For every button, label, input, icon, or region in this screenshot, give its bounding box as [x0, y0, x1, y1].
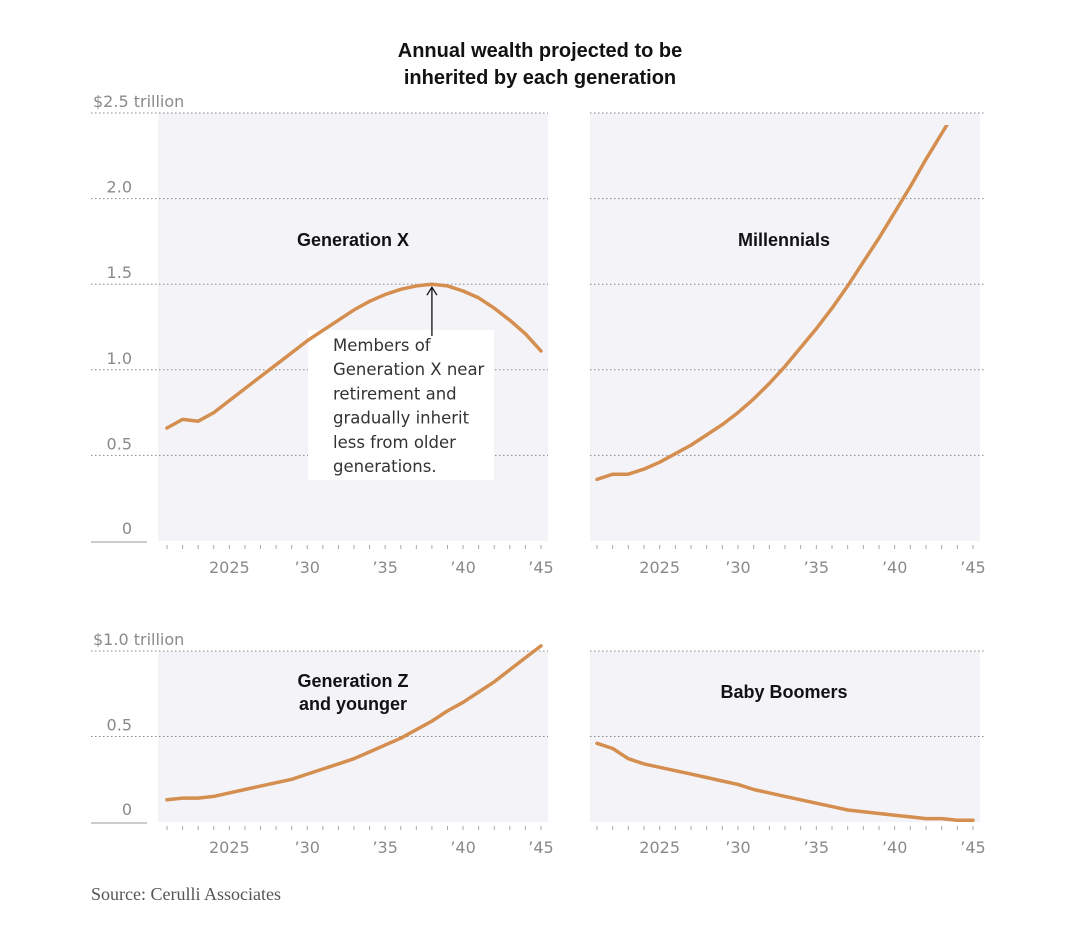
gen-z-x-tick-label: ’35: [372, 838, 397, 857]
gen-x-annotation-box: [308, 330, 494, 480]
baby-boomers-panel-title: Baby Boomers: [720, 682, 847, 702]
gen-x-y-tick-label: 1.5: [107, 263, 132, 282]
gen-x-x-tick-label: ’40: [450, 558, 475, 577]
gen-x-annotation-text-line: Members of: [333, 336, 432, 355]
millennials-series-line: [595, 125, 949, 482]
source-note: Source: Cerulli Associates: [91, 884, 281, 904]
chart-title-line-2: inherited by each generation: [404, 67, 676, 89]
panel-gen-x: $2.5 trillion 2.0 1.5 1.0 0.5 0 2025 ’30 ’35 ’40 ’…: [91, 92, 554, 577]
panel-millennials: 2025 ’30 ’35 ’40 ’45 Millennials: [590, 112, 986, 577]
gen-x-y-tick-label: 0: [122, 519, 132, 538]
gen-x-y-tick-label: 1.0: [107, 349, 132, 368]
gen-x-annotation-text-line: Generation X near: [333, 360, 485, 379]
baby-boomers-x-tick-label: ’35: [804, 838, 829, 857]
gen-x-x-tick-label: ’35: [372, 558, 397, 577]
millennials-x-tick-label: 2025: [639, 558, 680, 577]
millennials-x-tick-label: ’35: [804, 558, 829, 577]
gen-z-x-tick-label: ’40: [450, 838, 475, 857]
gen-z-series-line: [165, 644, 543, 802]
gen-z-y-tick-label: 0.5: [107, 716, 132, 735]
gen-z-x-tick-label: ’30: [295, 838, 320, 857]
gen-z-panel-title-line: and younger: [299, 694, 407, 714]
baby-boomers-x-tick-label: 2025: [639, 838, 680, 857]
gen-x-annotation-text-line: retirement and: [333, 384, 457, 403]
gen-x-x-tick-label: ’30: [295, 558, 320, 577]
gen-x-panel-title: Generation X: [297, 230, 409, 250]
gen-z-panel-title-line: Generation Z: [297, 671, 408, 691]
millennials-x-tick-label: ’45: [960, 558, 985, 577]
gen-x-annotation-arrow-head: [426, 285, 438, 296]
gen-x-x-tick-label: ’45: [528, 558, 553, 577]
gen-z-y-tick-label: $1.0 trillion: [93, 630, 184, 649]
gen-x-y-tick-label: $2.5 trillion: [93, 92, 184, 111]
panel-baby-boomers: 2025 ’30 ’35 ’40 ’45 Baby Boomers: [590, 650, 986, 857]
millennials-x-tick-label: ’30: [725, 558, 750, 577]
gen-z-y-tick-label: 0: [122, 800, 132, 819]
baby-boomers-x-tick-label: ’40: [882, 838, 907, 857]
gen-x-y-tick-label: 2.0: [107, 178, 132, 197]
baby-boomers-x-tick-label: ’30: [725, 838, 750, 857]
gen-x-series-line: [165, 282, 543, 430]
gen-z-x-tick-label: ’45: [528, 838, 553, 857]
millennials-panel-title: Millennials: [738, 230, 830, 250]
millennials-x-tick-label: ’40: [882, 558, 907, 577]
gen-x-annotation-text-line: gradually inherit: [333, 409, 470, 428]
panel-gen-z: $1.0 trillion 0.5 0 2025 ’30 ’35 ’40 ’45 Generat…: [91, 630, 554, 857]
baby-boomers-x-tick-label: ’45: [960, 838, 985, 857]
gen-x-x-tick-label: 2025: [209, 558, 250, 577]
chart-panels: $2.5 trillion 2.0 1.5 1.0 0.5 0 2025 ’30 ’35 ’40 ’…: [91, 92, 986, 857]
millennials-panel-background: [590, 113, 980, 541]
gen-x-y-tick-label: 0.5: [107, 434, 132, 453]
gen-x-annotation-text-line: generations.: [333, 457, 437, 476]
chart-title-line-1: Annual wealth projected to be: [398, 40, 682, 62]
gen-x-annotation-text-line: less from older: [333, 433, 456, 452]
baby-boomers-series-line: [595, 741, 975, 823]
gen-z-x-tick-label: 2025: [209, 838, 250, 857]
